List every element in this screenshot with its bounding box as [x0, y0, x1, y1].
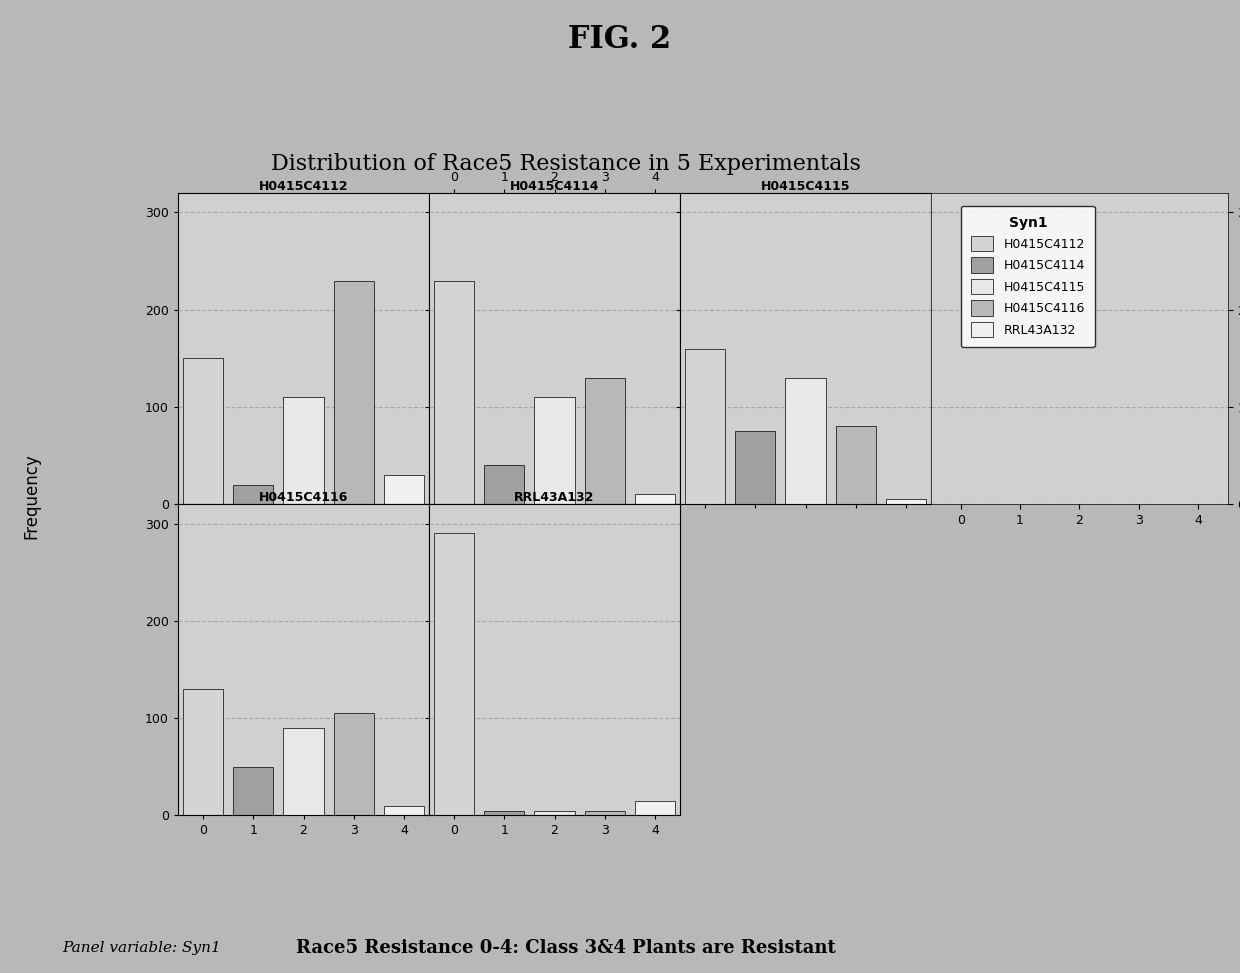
Bar — [534, 811, 574, 815]
Bar — [233, 485, 274, 504]
Bar — [684, 348, 725, 504]
Text: RRL43A132: RRL43A132 — [515, 491, 595, 504]
Bar — [233, 767, 274, 815]
Text: Frequency: Frequency — [22, 453, 40, 539]
Text: FIG. 2: FIG. 2 — [568, 24, 672, 55]
Text: Race5 Resistance 0-4: Class 3&4 Plants are Resistant: Race5 Resistance 0-4: Class 3&4 Plants a… — [296, 939, 836, 956]
Bar — [485, 811, 525, 815]
Legend: H0415C4112, H0415C4114, H0415C4115, H0415C4116, RRL43A132: H0415C4112, H0415C4114, H0415C4115, H041… — [961, 205, 1095, 347]
Bar — [485, 465, 525, 504]
Bar — [885, 499, 926, 504]
Bar — [635, 494, 675, 504]
Bar — [384, 475, 424, 504]
Bar — [434, 533, 474, 815]
Bar — [584, 378, 625, 504]
Bar — [735, 431, 775, 504]
Text: H0415C4112: H0415C4112 — [259, 180, 348, 193]
Text: H0415C4115: H0415C4115 — [761, 180, 851, 193]
Bar — [534, 397, 574, 504]
Bar — [334, 280, 373, 504]
Text: H0415C4114: H0415C4114 — [510, 180, 599, 193]
Bar — [635, 801, 675, 815]
Text: Panel variable: Syn1: Panel variable: Syn1 — [62, 942, 221, 955]
Bar — [434, 280, 474, 504]
Bar — [785, 378, 826, 504]
Text: Distribution of Race5 Resistance in 5 Experimentals: Distribution of Race5 Resistance in 5 Ex… — [272, 153, 861, 175]
Bar — [184, 689, 223, 815]
Bar — [384, 806, 424, 815]
Bar — [584, 811, 625, 815]
Bar — [184, 358, 223, 504]
Bar — [284, 397, 324, 504]
Bar — [836, 426, 875, 504]
Bar — [334, 713, 373, 815]
Text: H0415C4116: H0415C4116 — [259, 491, 348, 504]
Bar — [284, 728, 324, 815]
